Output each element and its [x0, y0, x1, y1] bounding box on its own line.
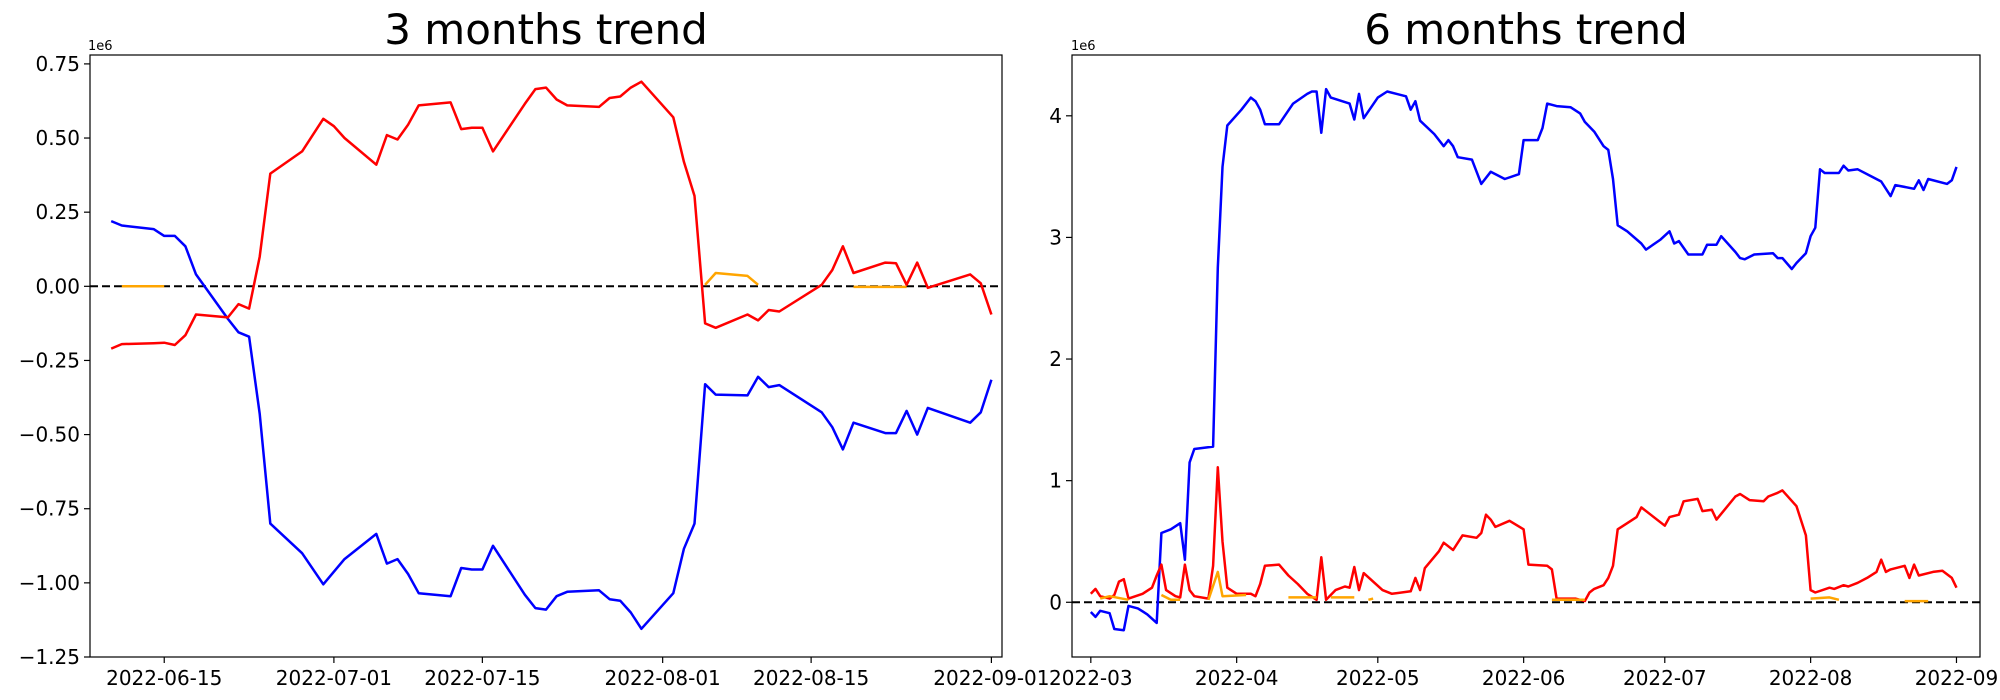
x-tick-label: 2022-07-15	[424, 666, 540, 690]
plot-frame	[1071, 54, 1981, 658]
series-line-3-segment-1	[1099, 594, 1129, 602]
y-tick-label: 0.75	[35, 52, 80, 76]
y-tick-label: 0.50	[35, 126, 80, 150]
x-tick-label: 2022-03	[1049, 666, 1133, 690]
series-line-2	[1089, 466, 1958, 603]
offset-label: 1e6	[88, 39, 113, 54]
y-tick-label: 4	[1049, 104, 1062, 128]
x-tick-label: 2022-08-15	[753, 666, 869, 690]
y-tick-label: −0.25	[19, 348, 80, 372]
x-tick-label: 2022-07-01	[276, 666, 392, 690]
x-tick-label: 2022-09	[1915, 666, 1999, 690]
x-tick-label: 2022-09-01	[933, 666, 1049, 690]
x-tick-label: 2022-06	[1482, 666, 1566, 690]
chart-title: 3 months trend	[384, 5, 708, 54]
y-tick-label: 0.25	[35, 200, 80, 224]
y-tick-label: −0.50	[19, 423, 80, 447]
y-tick-label: −0.75	[19, 497, 80, 521]
y-tick-label: −1.25	[19, 645, 80, 669]
y-tick-label: 2	[1049, 347, 1062, 371]
chart-title: 6 months trend	[1364, 5, 1688, 54]
x-tick-label: 2022-05	[1336, 666, 1420, 690]
y-tick-label: −1.00	[19, 571, 80, 595]
series-line-3-segment-3	[1207, 570, 1247, 601]
series-line-3-segment-8	[1810, 596, 1840, 602]
x-tick-label: 2022-04	[1195, 666, 1279, 690]
series-line-1	[110, 219, 993, 631]
x-tick-label: 2022-08	[1769, 666, 1853, 690]
y-tick-label: 0.00	[35, 274, 80, 298]
y-tick-label: 1	[1049, 469, 1062, 493]
offset-label: 1e6	[1071, 39, 1096, 54]
x-tick-label: 2022-07	[1623, 666, 1707, 690]
series-line-3-segment-2	[1160, 593, 1181, 602]
x-tick-label: 2022-08-01	[605, 666, 721, 690]
plot-frame	[89, 54, 1003, 658]
series-line-3-segment-2	[704, 271, 759, 286]
series-line-2	[110, 80, 993, 350]
chart-6-months: 6 months trend 1e6 0 1 2 3 4 2022-03 2022-04 20…	[1049, 5, 1998, 690]
y-tick-label: 0	[1049, 590, 1062, 614]
x-tick-label: 2022-06-15	[106, 666, 222, 690]
series-line-1	[1089, 87, 1958, 632]
series-line-3-segment-6	[1368, 597, 1374, 602]
chart-3-months: 3 months trend 1e6 0.75 0.50 0.25 0.00 −0.25…	[19, 5, 1050, 690]
y-tick-label: 3	[1049, 225, 1062, 249]
